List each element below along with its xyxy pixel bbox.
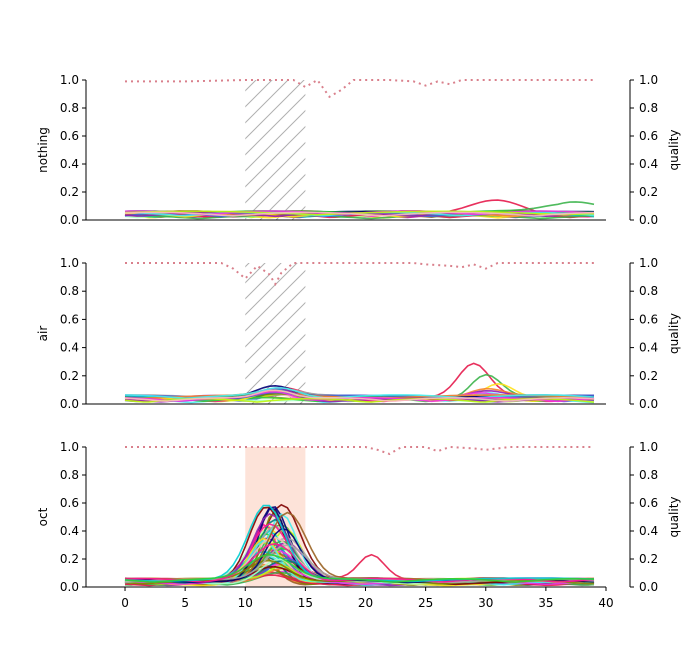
x-tick-label: 10	[238, 596, 253, 610]
shaded-region-hatched	[245, 80, 306, 220]
y2-tick-label: 0.0	[639, 213, 658, 227]
series-line	[124, 503, 595, 583]
y2-tick-label: 1.0	[639, 440, 658, 454]
y2-tick-label: 1.0	[639, 73, 658, 87]
y-tick-label: 0.0	[60, 397, 79, 411]
series-line	[124, 523, 595, 586]
y2-axis-label: quality	[667, 496, 681, 537]
y-tick-label: 0.0	[60, 580, 79, 594]
y-tick-label: 0.8	[60, 101, 79, 115]
y-tick-label: 0.2	[60, 185, 79, 199]
x-tick-label: 30	[478, 596, 493, 610]
series-line	[124, 525, 595, 586]
y2-tick-label: 0.2	[639, 185, 658, 199]
y-tick-label: 1.0	[60, 256, 79, 270]
series-line	[124, 536, 595, 584]
series-line	[124, 528, 595, 583]
series-line	[124, 506, 595, 584]
series-line	[124, 518, 595, 585]
y2-tick-label: 0.6	[639, 129, 658, 143]
quality-line	[125, 445, 594, 456]
y-tick-label: 0.2	[60, 369, 79, 383]
y2-tick-label: 0.6	[639, 312, 658, 326]
y-tick-label: 0.6	[60, 312, 79, 326]
y2-tick-label: 0.8	[639, 284, 658, 298]
series-line	[124, 386, 595, 400]
series-line	[125, 511, 594, 583]
series-line	[124, 553, 595, 584]
y2-tick-label: 0.0	[639, 580, 658, 594]
x-tick-label: 15	[298, 596, 313, 610]
series-line	[124, 537, 595, 584]
series-line	[124, 523, 595, 584]
series-line	[124, 512, 595, 585]
y2-tick-label: 0.4	[639, 341, 658, 355]
series-line	[124, 389, 595, 403]
y-tick-label: 0.8	[60, 284, 79, 298]
series-line	[124, 210, 595, 216]
y-tick-label: 1.0	[60, 440, 79, 454]
y2-tick-label: 0.2	[639, 369, 658, 383]
series-line	[124, 211, 595, 217]
y2-tick-label: 0.4	[639, 524, 658, 538]
y-tick-label: 0.4	[60, 524, 79, 538]
series-line	[124, 504, 595, 583]
y-tick-label: 0.4	[60, 341, 79, 355]
y2-tick-label: 0.2	[639, 552, 658, 566]
series-line	[124, 510, 595, 585]
y-tick-label: 1.0	[60, 73, 79, 87]
series-line	[124, 527, 595, 584]
y2-tick-label: 0.4	[639, 157, 658, 171]
series-line	[124, 506, 595, 585]
y-tick-label: 0.4	[60, 157, 79, 171]
y2-tick-label: 0.0	[639, 397, 658, 411]
quality-line	[125, 78, 594, 99]
series-line	[124, 550, 595, 583]
y-tick-label: 0.6	[60, 496, 79, 510]
panel-nothing: 0.0 0.2 0.4 0.6 0.8 1.0 0.0 0.2 0.4 0.6 0.8 1.0 noth…	[36, 73, 681, 227]
panel-air: 0.0 0.2 0.4 0.6 0.8 1.0 0.0 0.2 0.4 0.6 0.8 1.0 air q…	[36, 256, 681, 411]
y2-axis-label: quality	[667, 129, 681, 170]
x-tick-label: 35	[538, 596, 553, 610]
series-line	[124, 508, 595, 586]
x-tick-label: 40	[598, 596, 613, 610]
series-line	[124, 214, 595, 220]
y2-axis-label: quality	[667, 313, 681, 354]
shaded-region-hatched	[245, 263, 306, 404]
y2-tick-label: 0.8	[639, 101, 658, 115]
y-tick-label: 0.6	[60, 129, 79, 143]
y2-tick-label: 0.8	[639, 468, 658, 482]
quality-line	[125, 262, 594, 287]
x-tick-label: 20	[358, 596, 373, 610]
series-line	[124, 529, 595, 583]
panel-oct: 0.0 0.2 0.4 0.6 0.8 1.0 0.0 0.2 0.4 0.6 0.8 1.0 oct q…	[36, 440, 681, 610]
x-tick-label: 25	[418, 596, 433, 610]
y2-tick-label: 1.0	[639, 256, 658, 270]
y2-tick-label: 0.6	[639, 496, 658, 510]
series-line	[124, 523, 595, 584]
x-tick-label: 5	[181, 596, 189, 610]
y-tick-label: 0.8	[60, 468, 79, 482]
y-tick-label: 0.2	[60, 552, 79, 566]
y-axis-label: oct	[36, 507, 50, 526]
y-tick-label: 0.0	[60, 213, 79, 227]
series-line	[124, 525, 594, 585]
y-axis-label: nothing	[36, 127, 50, 173]
series-line	[124, 513, 595, 586]
y-axis-label: air	[36, 326, 50, 342]
x-tick-label: 0	[121, 596, 129, 610]
series-line	[124, 529, 595, 583]
